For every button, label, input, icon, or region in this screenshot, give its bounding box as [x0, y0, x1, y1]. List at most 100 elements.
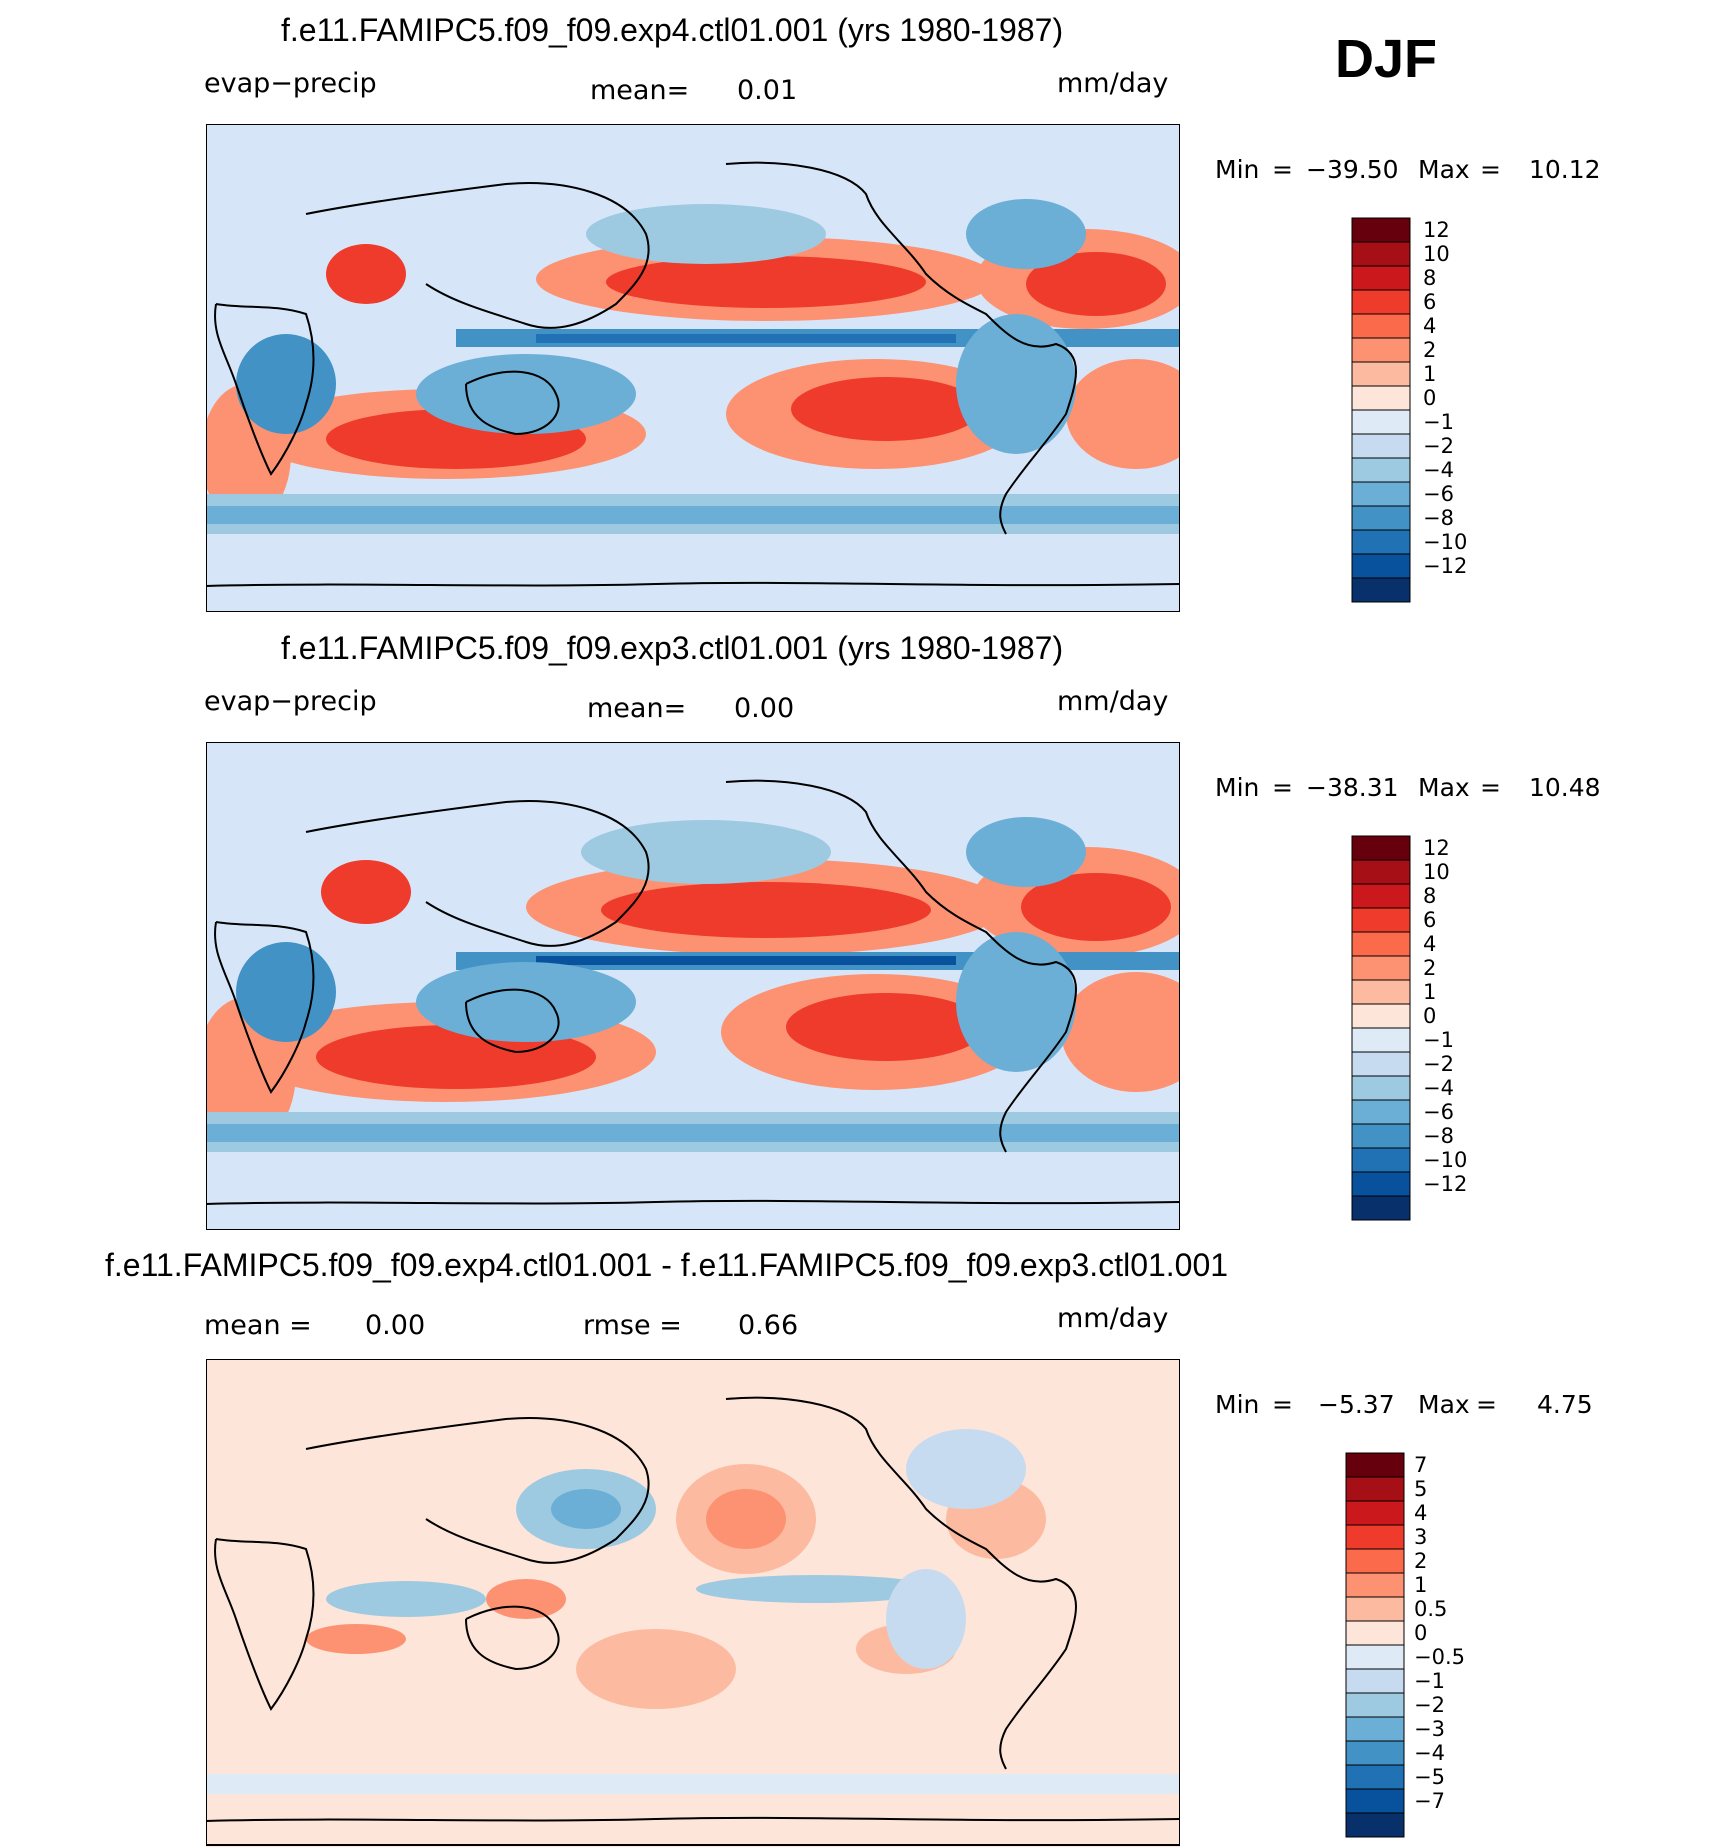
colorbar-swatch	[1351, 883, 1411, 909]
panel2-mean-label: mean=	[587, 693, 687, 724]
panel2-max-eq: =	[1480, 773, 1501, 802]
colorbar-swatch	[1345, 1644, 1405, 1670]
colorbar-swatch	[1351, 313, 1411, 339]
panel2-variable: evap−precip	[204, 686, 377, 717]
panel3-rmse-value: 0.66	[738, 1310, 799, 1341]
coastline-americas	[725, 161, 1077, 535]
colorbar-label: −12	[1423, 554, 1468, 578]
colorbar-label: −2	[1423, 434, 1454, 458]
colorbar-swatch	[1351, 1123, 1411, 1149]
panel2-units: mm/day	[1057, 686, 1169, 717]
colorbar-swatch	[1351, 217, 1411, 243]
map-field-pos	[486, 1579, 566, 1619]
panel2-min-label: Min	[1215, 773, 1260, 802]
panel3-min-eq: =	[1272, 1390, 1293, 1419]
panel3-mean-value: 0.00	[365, 1310, 426, 1341]
colorbar-swatch	[1351, 1147, 1411, 1173]
panel3-max-label: Max	[1418, 1390, 1470, 1419]
panel2-min-eq: =	[1272, 773, 1293, 802]
panel3-max-value: 4.75	[1537, 1390, 1593, 1419]
map-field-neg	[696, 1575, 936, 1603]
colorbar-swatch	[1351, 577, 1411, 603]
panel2-map	[206, 742, 1180, 1230]
colorbar-swatch	[1351, 1003, 1411, 1029]
colorbar-swatch	[1351, 337, 1411, 363]
colorbar-swatch	[1351, 1051, 1411, 1077]
colorbar-swatch	[1345, 1476, 1405, 1502]
panel1-min-value: −39.50	[1306, 155, 1399, 184]
map-field-neg	[956, 314, 1076, 454]
colorbar-label: −1	[1414, 1669, 1445, 1693]
colorbar-swatch	[1345, 1548, 1405, 1574]
coastline-australia	[465, 370, 560, 436]
colorbar-label: −1	[1423, 410, 1454, 434]
coastline-australia	[465, 1605, 560, 1671]
coastline-africa	[214, 921, 315, 1094]
map-field-pos	[321, 860, 411, 924]
colorbar-label: −8	[1423, 506, 1454, 530]
map-field-pos	[306, 1624, 406, 1654]
panel1-mean-value: 0.01	[737, 75, 798, 106]
colorbar-label: −3	[1414, 1717, 1445, 1741]
map-field-neg	[581, 820, 831, 884]
coastline-antarctica	[206, 1816, 1180, 1822]
map-field-pos	[1026, 252, 1166, 316]
colorbar-swatch	[1351, 1027, 1411, 1053]
map-field-neg	[536, 334, 956, 343]
panel2-title: f.e11.FAMIPC5.f09_f09.exp3.ctl01.001 (yr…	[281, 630, 1064, 666]
map-field-neg	[956, 932, 1076, 1072]
panel2-mean-value: 0.00	[734, 693, 795, 724]
colorbar-label: 5	[1414, 1477, 1428, 1501]
map-field-neg	[551, 1489, 621, 1529]
colorbar-label: 0.5	[1414, 1597, 1448, 1621]
map-field-neg	[906, 1429, 1026, 1509]
map-field-neg	[886, 1569, 966, 1669]
panel1-min-eq: =	[1272, 155, 1293, 184]
panel3-map	[206, 1359, 1180, 1847]
panel1-units: mm/day	[1057, 68, 1169, 99]
colorbar-swatch	[1351, 481, 1411, 507]
colorbar-swatch	[1351, 835, 1411, 861]
colorbar-label: −4	[1423, 1076, 1454, 1100]
colorbar-label: −2	[1414, 1693, 1445, 1717]
colorbar-label: 8	[1423, 266, 1437, 290]
panel1-mean-label: mean=	[590, 75, 690, 106]
panel3-rmse-label: rmse =	[583, 1310, 682, 1341]
map-field-pos	[706, 1489, 786, 1549]
panel1-max-eq: =	[1480, 155, 1501, 184]
map-field-pos	[786, 993, 986, 1061]
colorbar-swatch	[1345, 1500, 1405, 1526]
map-field-neg	[416, 962, 636, 1042]
colorbar-label: −4	[1414, 1741, 1445, 1765]
colorbar-label: 1	[1414, 1573, 1428, 1597]
colorbar-label: −5	[1414, 1765, 1445, 1789]
map-field-pos	[791, 377, 981, 441]
colorbar-label: −8	[1423, 1124, 1454, 1148]
season-label: DJF	[1335, 29, 1438, 89]
coastline-antarctica	[206, 581, 1180, 587]
colorbar-swatch	[1351, 1171, 1411, 1197]
colorbar-label: 4	[1423, 932, 1437, 956]
colorbar-swatch	[1351, 265, 1411, 291]
colorbar-swatch	[1351, 505, 1411, 531]
colorbar-swatch	[1345, 1524, 1405, 1550]
coastline-americas	[725, 1396, 1077, 1770]
colorbar-label: 0	[1423, 1004, 1437, 1028]
colorbar-swatch	[1345, 1452, 1405, 1478]
colorbar-label: 10	[1423, 860, 1450, 884]
colorbar-label: 0	[1414, 1621, 1428, 1645]
panel2-colorbar	[1351, 835, 1411, 1221]
panel3-units: mm/day	[1057, 1303, 1169, 1334]
map-field-pos	[326, 244, 406, 304]
colorbar-swatch	[1351, 457, 1411, 483]
colorbar-swatch	[1351, 553, 1411, 579]
panel3-max-eq: =	[1476, 1390, 1497, 1419]
map-field-neg	[416, 354, 636, 434]
colorbar-swatch	[1345, 1668, 1405, 1694]
panel3-colorbar	[1345, 1452, 1405, 1838]
colorbar-swatch	[1351, 907, 1411, 933]
colorbar-swatch	[1345, 1740, 1405, 1766]
map-field-neg	[586, 204, 826, 264]
panel3-mean-label: mean =	[204, 1310, 312, 1341]
colorbar-label: 10	[1423, 242, 1450, 266]
